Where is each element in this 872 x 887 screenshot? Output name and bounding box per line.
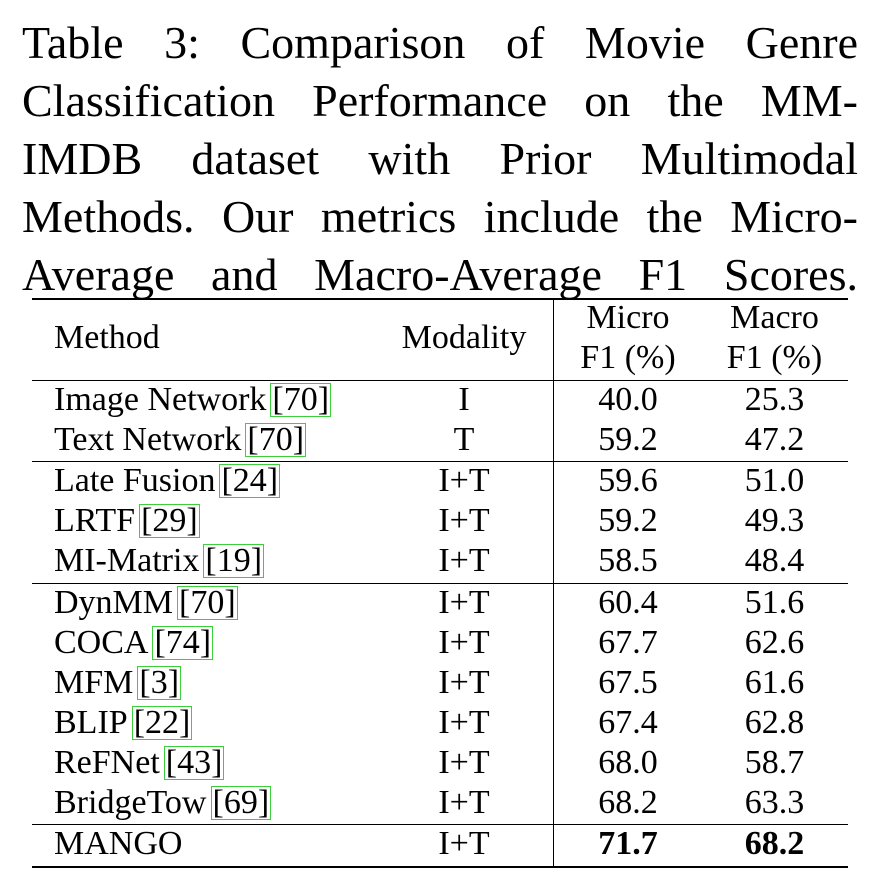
table-row-modality: I+T [438, 744, 490, 781]
citation-link[interactable]: [3] [137, 664, 182, 701]
method-name: DynMM [54, 584, 174, 621]
caption-line: Average and Macro-Average F1 Scores. [22, 249, 858, 300]
table-row-macro-f1: 58.7 [744, 744, 805, 781]
header-macro-line2: F1 (%) [726, 339, 823, 376]
table-row-micro-f1: 67.5 [598, 664, 658, 701]
citation-link[interactable]: [70] [177, 584, 238, 621]
table-row-micro-f1: 71.7 [598, 825, 658, 862]
table-row-modality: I [458, 381, 470, 418]
table-row-modality: I+T [438, 584, 490, 621]
table-row-micro-f1: 40.0 [598, 381, 658, 418]
method-name: MI-Matrix [54, 542, 200, 579]
table-row-modality: I+T [438, 542, 490, 579]
method-name: COCA [54, 624, 149, 661]
table-row-macro-f1: 61.6 [744, 664, 805, 701]
table-row-method: Text Network [70] [54, 420, 307, 460]
method-name: ReFNet [54, 744, 160, 781]
table-row-macro-f1: 62.6 [744, 624, 805, 661]
table-row-method: Late Fusion [24] [54, 461, 281, 501]
table-row-modality: I+T [438, 704, 490, 741]
method-name: Text Network [54, 421, 242, 458]
table-row-modality: I+T [438, 825, 490, 862]
table-row-modality: T [453, 421, 475, 458]
table-row-micro-f1: 60.4 [598, 584, 658, 621]
header-micro-line1: Micro [586, 299, 670, 336]
caption-line: Table 3: Comparison of Movie Genre [22, 17, 858, 68]
method-name: Late Fusion [54, 462, 216, 499]
citation-link[interactable]: [19] [203, 542, 265, 579]
citation-link[interactable]: [69] [210, 784, 272, 821]
table-row-micro-f1: 67.4 [598, 704, 658, 741]
table-row-micro-f1: 68.0 [598, 744, 658, 781]
citation-link[interactable]: [43] [163, 744, 225, 781]
table-row-method: BridgeTow [69] [54, 783, 272, 823]
table-row-modality: I+T [438, 502, 490, 539]
table-row-method: LRTF [29] [54, 501, 200, 541]
header-modality: Modality [401, 319, 527, 356]
citation-link[interactable]: [29] [139, 502, 200, 539]
citation-link[interactable]: [70] [270, 381, 332, 418]
method-name: MANGO [54, 825, 183, 862]
method-name: BLIP [54, 704, 128, 741]
table-row-macro-f1: 63.3 [744, 784, 805, 821]
table-row-macro-f1: 62.8 [744, 704, 805, 741]
group-rule [32, 461, 848, 463]
table-row-micro-f1: 68.2 [598, 784, 658, 821]
table-row-macro-f1: 51.6 [744, 584, 805, 621]
table-row-method: DynMM [70] [54, 583, 238, 623]
header-macro-line1: Macro [730, 299, 819, 336]
table-row-method: MFM [3] [54, 663, 182, 703]
caption-line: Classification Performance on the MM- [22, 75, 858, 126]
table-caption: Table 3: Comparison of Movie Genre Class… [22, 14, 858, 304]
table-row-micro-f1: 58.5 [598, 542, 658, 579]
citation-link[interactable]: [74] [152, 624, 214, 661]
caption-line: Methods. Our metrics include the Micro- [22, 191, 858, 242]
column-divider [553, 300, 555, 866]
header-rule [32, 380, 848, 382]
bottom-rule [32, 866, 848, 868]
table-row-micro-f1: 59.2 [598, 502, 658, 539]
table-row-modality: I+T [438, 784, 490, 821]
table-row-method: BLIP [22] [54, 703, 193, 743]
caption-line: IMDB dataset with Prior Multimodal [22, 133, 858, 184]
method-name: LRTF [54, 502, 136, 539]
method-name: MFM [54, 664, 134, 701]
method-name: BridgeTow [54, 784, 207, 821]
group-rule [32, 583, 848, 585]
table-row-method: COCA [74] [54, 623, 214, 663]
table-row-micro-f1: 59.6 [598, 462, 658, 499]
table-row-macro-f1: 25.3 [744, 381, 805, 418]
table-row-macro-f1: 47.2 [744, 421, 805, 458]
group-rule [32, 824, 848, 826]
header-method: Method [54, 319, 160, 356]
table-row-method: MANGO [54, 824, 182, 864]
table-row-modality: I+T [438, 462, 490, 499]
citation-link[interactable]: [22] [131, 704, 193, 741]
table-row-macro-f1: 51.0 [744, 462, 805, 499]
table-row-macro-f1: 49.3 [744, 502, 805, 539]
header-micro-line2: F1 (%) [580, 339, 676, 376]
table-row-macro-f1: 68.2 [744, 825, 805, 862]
citation-link[interactable]: [70] [245, 421, 307, 458]
method-name: Image Network [54, 381, 267, 418]
table-row-macro-f1: 48.4 [744, 542, 805, 579]
table-row-method: MI-Matrix [19] [54, 541, 265, 581]
table-row-micro-f1: 67.7 [598, 624, 658, 661]
table-row-modality: I+T [438, 664, 490, 701]
top-rule [32, 298, 848, 300]
table-row-method: ReFNet [43] [54, 743, 225, 783]
citation-link[interactable]: [24] [219, 462, 281, 499]
table-row-modality: I+T [438, 624, 490, 661]
table-row-micro-f1: 59.2 [598, 421, 658, 458]
table-row-method: Image Network [70] [54, 380, 332, 420]
